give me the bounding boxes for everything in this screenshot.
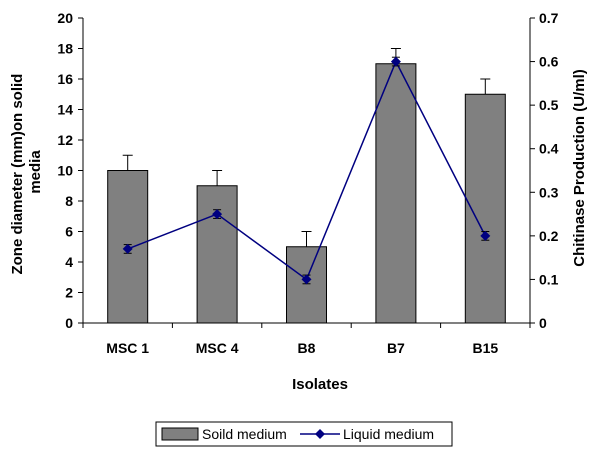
left-axis-title-line1: Zone diameter (mm)on solid bbox=[9, 74, 26, 275]
category-label: B8 bbox=[298, 340, 316, 356]
axes bbox=[82, 18, 531, 328]
left-tick-label: 14 bbox=[57, 102, 73, 118]
right-tick-label: 0 bbox=[539, 315, 547, 331]
legend-swatch-soild bbox=[161, 427, 199, 441]
left-tick-label: 8 bbox=[65, 193, 73, 209]
data-point bbox=[212, 209, 223, 220]
category-label: MSC 1 bbox=[106, 340, 149, 356]
x-axis-title: Isolates bbox=[292, 376, 348, 393]
category-label: B7 bbox=[387, 340, 405, 356]
left-tick-label: 10 bbox=[57, 163, 73, 179]
right-axis-ticks: 0 0.1 0.2 0.3 0.4 0.5 0.6 0.7 bbox=[530, 10, 559, 331]
right-tick-label: 0.2 bbox=[539, 228, 559, 244]
bar-error-bars bbox=[122, 48, 491, 247]
left-tick-label: 16 bbox=[57, 71, 73, 87]
left-tick-label: 18 bbox=[57, 41, 73, 57]
left-axis-title-line2: media bbox=[27, 150, 44, 194]
left-axis-title: Zone diameter (mm)on solid media bbox=[9, 69, 44, 274]
line-series bbox=[122, 56, 491, 285]
legend-label-liquid: Liquid medium bbox=[343, 426, 434, 442]
right-tick-label: 0.3 bbox=[539, 184, 559, 200]
left-tick-label: 4 bbox=[65, 254, 73, 270]
right-tick-label: 0.6 bbox=[539, 54, 559, 70]
left-tick-label: 6 bbox=[65, 224, 73, 240]
right-tick-label: 0.5 bbox=[539, 97, 559, 113]
category-label: B15 bbox=[472, 340, 498, 356]
data-point bbox=[301, 274, 312, 285]
right-tick-label: 0.7 bbox=[539, 10, 559, 26]
legend-label-soild: Soild medium bbox=[202, 426, 287, 442]
data-point bbox=[480, 230, 491, 241]
bar bbox=[196, 185, 238, 324]
legend: Soild medium Liquid medium bbox=[155, 421, 453, 447]
left-tick-label: 0 bbox=[65, 315, 73, 331]
right-tick-label: 0.1 bbox=[539, 271, 559, 287]
bar bbox=[286, 246, 327, 324]
category-labels: MSC 1 MSC 4 B8 B7 B15 bbox=[106, 340, 498, 356]
category-label: MSC 4 bbox=[196, 340, 239, 356]
left-tick-label: 2 bbox=[65, 285, 73, 301]
left-axis-ticks: 0 2 4 6 8 10 12 14 16 18 20 bbox=[57, 10, 83, 331]
left-tick-label: 20 bbox=[57, 10, 73, 26]
data-point bbox=[122, 243, 133, 254]
right-axis-title: Chitinase Production (U/ml) bbox=[571, 69, 588, 267]
legend-box bbox=[155, 421, 453, 447]
left-tick-label: 12 bbox=[57, 132, 73, 148]
bar bbox=[375, 63, 417, 324]
right-tick-label: 0.4 bbox=[539, 141, 559, 157]
data-point bbox=[390, 56, 401, 67]
legend-swatch-liquid-marker bbox=[315, 429, 325, 439]
